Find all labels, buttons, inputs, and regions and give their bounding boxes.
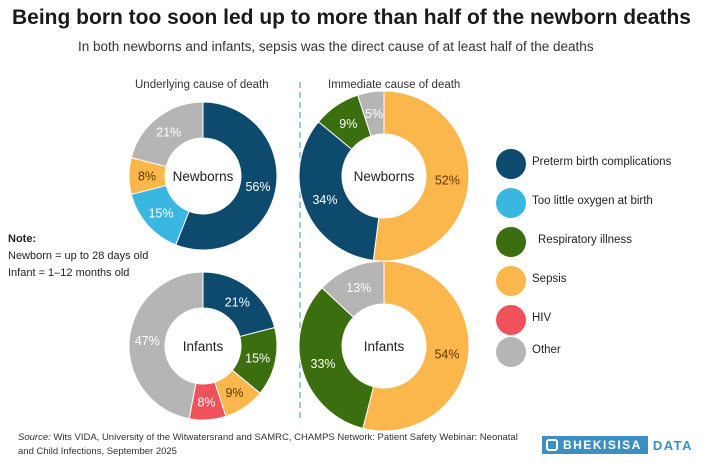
donut-slice-label: 15% xyxy=(148,207,173,221)
donut-slice-other xyxy=(357,90,385,137)
donut-slice-preterm-birth-complications xyxy=(298,121,380,261)
brand-suffix: DATA xyxy=(652,437,694,453)
donut-slice-label: 8% xyxy=(197,395,215,409)
legend-swatch xyxy=(496,305,526,335)
donut-slice-label: 8% xyxy=(138,170,156,184)
source-text: Wits VIDA, University of the Witwatersra… xyxy=(18,432,518,457)
chart-subtitle: In both newborns and infants, sepsis was… xyxy=(78,39,594,54)
donut-center-label: Infants xyxy=(364,339,405,354)
column-divider xyxy=(299,82,301,418)
note-heading: Note: xyxy=(8,233,37,245)
chart-title: Being born too soon led up to more than … xyxy=(12,6,691,29)
legend-swatch xyxy=(496,149,526,179)
donut-slice-label: 52% xyxy=(435,173,460,187)
donut-slice-label: 9% xyxy=(339,117,357,131)
donut-slice-other xyxy=(130,101,204,168)
legend-swatch xyxy=(496,337,526,367)
donut-slice-other xyxy=(128,271,204,420)
brand-mark-icon xyxy=(546,439,558,451)
donut-slice-label: 9% xyxy=(225,386,243,400)
note-newborn-definition: Newborn = up to 28 days old xyxy=(8,250,149,262)
donut-slice-label: 21% xyxy=(225,295,250,309)
legend-label: Too little oxygen at birth xyxy=(532,195,653,207)
column-heading-immediate: Immediate cause of death xyxy=(328,79,461,91)
legend-label: Other xyxy=(532,344,561,356)
donut-slice-label: 56% xyxy=(245,180,270,194)
legend-label: Preterm birth complications xyxy=(532,156,672,168)
brand-name: BHEKISISA xyxy=(563,438,642,452)
donut-slice-other xyxy=(321,260,385,318)
legend-swatch xyxy=(496,227,526,257)
donut-slice-sepsis xyxy=(372,90,470,262)
donut-slice-label: 15% xyxy=(245,352,270,366)
source-prefix: Source: xyxy=(18,432,51,443)
donut-slice-label: 21% xyxy=(156,125,181,139)
donut-center-label: Newborns xyxy=(354,169,415,184)
legend-label: Sepsis xyxy=(532,273,567,285)
donut-slice-label: 34% xyxy=(312,193,337,207)
note-infant-definition: Infant = 1–12 months old xyxy=(8,267,130,279)
donut-slice-preterm-birth-complications xyxy=(175,101,278,251)
source-note: Source: Wits VIDA, University of the Wit… xyxy=(18,431,523,459)
donut-slice-label: 5% xyxy=(365,107,383,121)
note-block: Note: Newborn = up to 28 days old Infant… xyxy=(8,231,148,282)
donut-slice-respiratory-illness xyxy=(298,287,375,429)
brand-box: BHEKISISA xyxy=(542,436,648,454)
legend-label: HIV xyxy=(532,312,552,324)
donut-slice-sepsis xyxy=(362,260,470,432)
legend-swatch xyxy=(496,188,526,218)
legend-label: Respiratory illness xyxy=(538,234,632,246)
column-heading-underlying: Underlying cause of death xyxy=(135,79,269,91)
donut-slice-label: 47% xyxy=(135,334,160,348)
donut-slice-label: 33% xyxy=(311,357,336,371)
brand-logo: BHEKISISA DATA xyxy=(542,435,693,455)
donut-slice-label: 54% xyxy=(434,347,459,361)
legend-swatch xyxy=(496,266,526,296)
donut-center-label: Infants xyxy=(183,339,224,354)
donut-slice-label: 13% xyxy=(346,281,371,295)
donut-center-label: Newborns xyxy=(173,169,234,184)
